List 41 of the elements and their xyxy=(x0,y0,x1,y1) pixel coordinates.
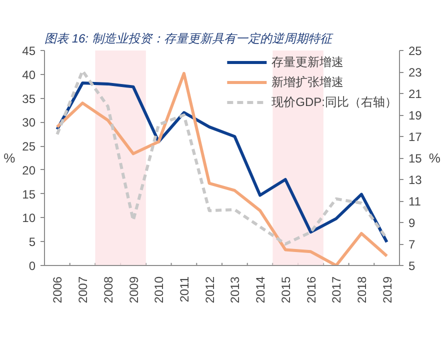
y2-tick-label: 17 xyxy=(408,130,422,144)
y2-tick-label: 7 xyxy=(408,238,416,252)
y2-tick-label: 9 xyxy=(408,216,416,230)
y2-tick-label: 15 xyxy=(408,152,422,166)
y-tick-label: 10 xyxy=(22,211,36,226)
y-tick-label: 0 xyxy=(28,259,36,273)
y-tick-label: 45 xyxy=(22,44,36,58)
y2-tick-label: 19 xyxy=(408,108,422,122)
x-tick-label: 2019 xyxy=(380,276,394,304)
y-tick-label: 40 xyxy=(22,68,36,82)
y-tick-label: 15 xyxy=(22,187,36,202)
y-tick-label: 20 xyxy=(22,163,36,178)
y-tick-label: 25 xyxy=(22,140,36,154)
x-tick-label: 2011 xyxy=(177,276,192,302)
x-tick-label: 2017 xyxy=(330,276,344,304)
legend-label: 新增扩张增速 xyxy=(272,74,344,90)
legend-label: 现价GDP:同比（右轴） xyxy=(272,94,397,110)
y-axis-title: % xyxy=(4,150,16,166)
x-tick-label: 2018 xyxy=(354,276,369,304)
y2-tick-label: 11 xyxy=(408,194,422,208)
legend-label: 存量更新增速 xyxy=(272,54,344,70)
x-tick-label: 2009 xyxy=(126,276,141,304)
y-tick-label: 5 xyxy=(28,235,36,250)
x-tick-label: 2015 xyxy=(278,276,293,304)
y2-tick-label: 21 xyxy=(408,87,422,101)
x-tick-label: 2012 xyxy=(202,276,217,304)
y2-tick-label: 5 xyxy=(408,259,416,273)
y2-axis-title: % xyxy=(428,150,441,166)
x-tick-label: 2008 xyxy=(101,276,116,304)
y-tick-label: 35 xyxy=(22,92,36,106)
x-tick-label: 2006 xyxy=(50,276,65,304)
x-tick-label: 2014 xyxy=(254,276,268,304)
x-tick-label: 2016 xyxy=(304,276,318,304)
x-tick-label: 2010 xyxy=(152,276,166,304)
chart-title: 图表 16: 制造业投资：存量更新具有一定的逆周期特征 xyxy=(44,32,334,46)
y2-tick-label: 13 xyxy=(408,173,422,187)
x-tick-label: 2013 xyxy=(228,276,242,304)
y2-tick-label: 25 xyxy=(408,44,422,58)
y2-tick-label: 23 xyxy=(408,66,422,80)
x-tick-label: 2007 xyxy=(76,276,90,304)
y-tick-label: 30 xyxy=(22,116,36,130)
